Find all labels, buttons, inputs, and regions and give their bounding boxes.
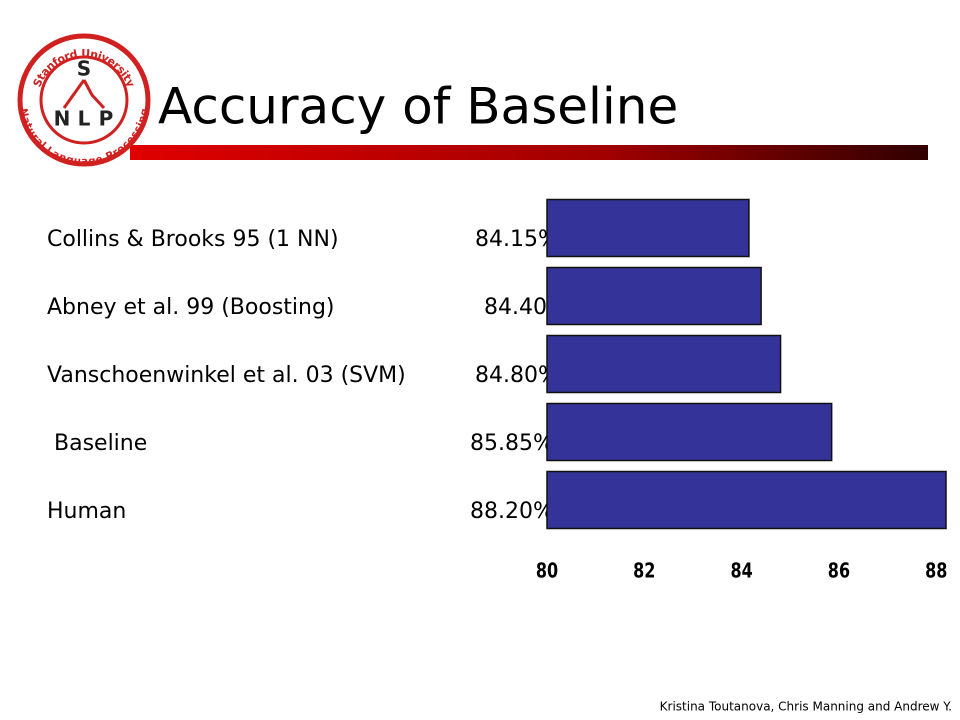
x-tick-label: 84 bbox=[731, 560, 753, 583]
logo: Stanford University Natural Language Pro… bbox=[17, 33, 151, 167]
logo-letter: P bbox=[99, 107, 114, 131]
bar bbox=[546, 402, 833, 462]
bar bbox=[546, 334, 782, 394]
category-label: Vanschoenwinkel et al. 03 (SVM) bbox=[47, 363, 406, 388]
bar bbox=[546, 266, 762, 326]
x-tick-label: 80 bbox=[536, 560, 558, 583]
category-label: Human bbox=[47, 499, 126, 524]
footer: Kristina Toutanova, Chris Manning and An… bbox=[660, 700, 952, 714]
x-tick-label: 88 bbox=[925, 560, 947, 583]
chart-title: Accuracy of Baseline bbox=[158, 78, 678, 136]
bar bbox=[546, 198, 750, 258]
logo-letter: S bbox=[77, 57, 91, 81]
value-label: 88.20% bbox=[470, 499, 554, 524]
value-label: 84.80% bbox=[475, 363, 559, 388]
value-label: 85.85% bbox=[470, 431, 554, 456]
logo-letter: N bbox=[54, 107, 71, 131]
category-label: Abney et al. 99 (Boosting) bbox=[47, 295, 335, 320]
logo-letter: L bbox=[78, 107, 91, 131]
title-rule bbox=[130, 145, 928, 160]
bar bbox=[546, 470, 947, 530]
x-tick-label: 86 bbox=[828, 560, 850, 583]
category-label: Baseline bbox=[47, 431, 147, 456]
value-label: 84.15% bbox=[475, 227, 559, 252]
x-tick-label: 82 bbox=[633, 560, 655, 583]
category-label: Collins & Brooks 95 (1 NN) bbox=[47, 227, 339, 252]
